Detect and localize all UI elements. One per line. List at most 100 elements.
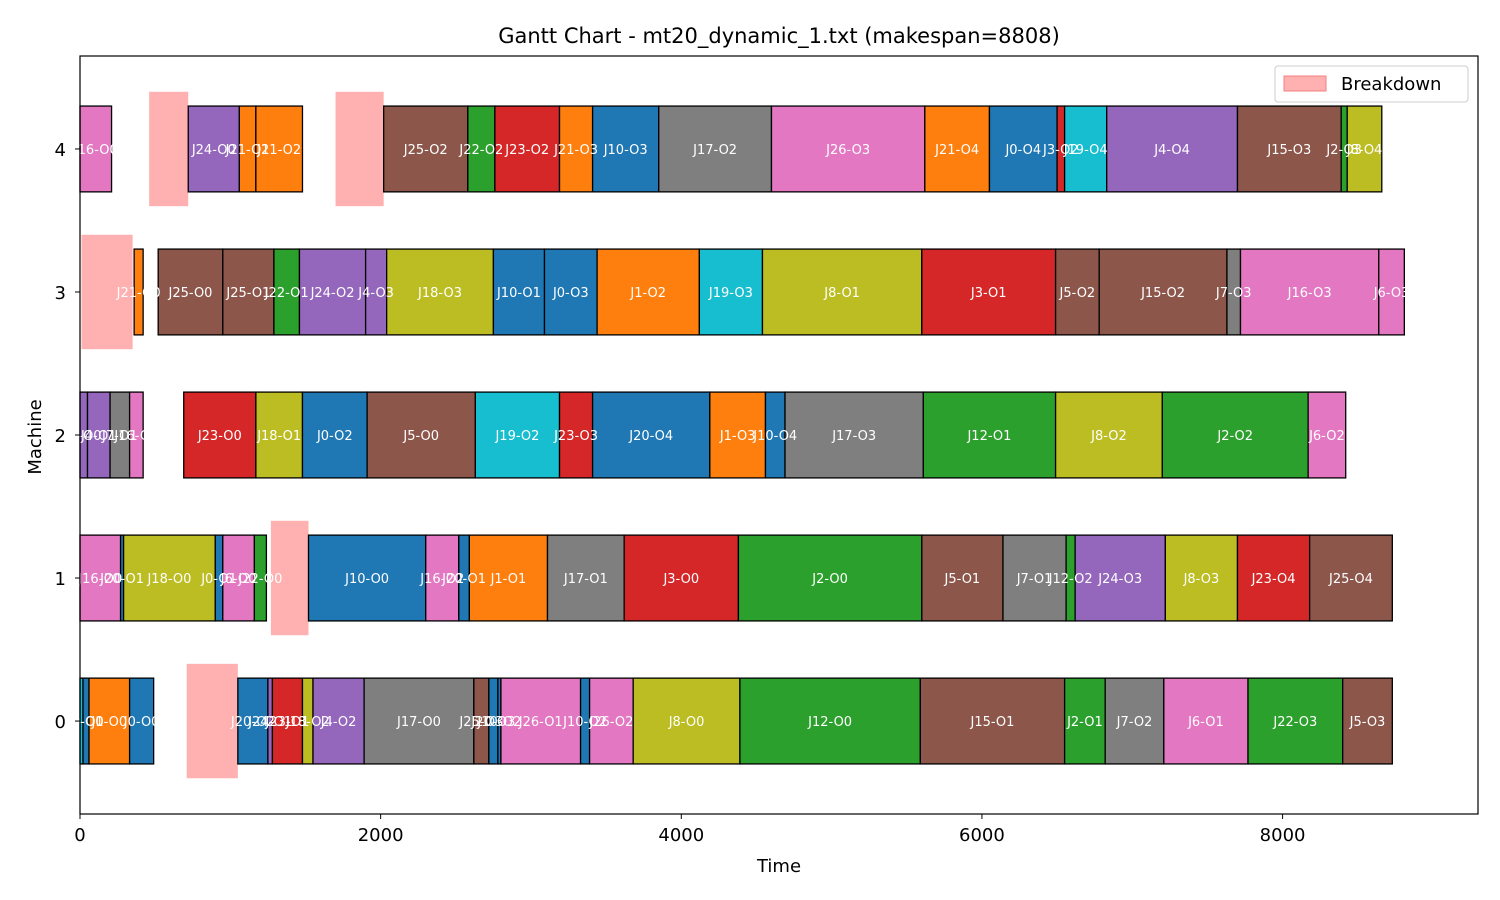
task-label: J26-O3 <box>825 143 870 158</box>
task-label: J16-O0 <box>77 572 122 587</box>
x-tick-label: 8000 <box>1260 825 1306 846</box>
task-bar <box>1236 534 1311 622</box>
task-label: J12-O1 <box>966 429 1011 444</box>
task-bar <box>237 677 269 765</box>
x-axis-label: Time <box>756 856 801 877</box>
task-label: J21-O4 <box>934 143 979 158</box>
task-bar <box>921 248 1057 336</box>
task-label: J24-O1 <box>247 715 292 730</box>
task-bar <box>1247 677 1344 765</box>
task-bar <box>128 391 144 479</box>
task-bar <box>494 105 561 193</box>
task-label: J1-O1 <box>490 572 527 587</box>
task-label: J7-O1 <box>101 429 138 444</box>
task-label: J24-O3 <box>1097 572 1142 587</box>
task-bar <box>88 677 131 765</box>
task-bar <box>312 677 365 765</box>
task-bar <box>1378 248 1405 336</box>
task-label: J7-O1 <box>1016 572 1053 587</box>
task-label: J2-O3 <box>1325 143 1362 158</box>
task-label: J23-O2 <box>504 143 549 158</box>
task-bar <box>363 677 475 765</box>
task-label: J19-O2 <box>494 429 539 444</box>
task-label: J18-O0 <box>146 572 191 587</box>
task-label: J15-O3 <box>1266 143 1311 158</box>
task-label: J20-O4 <box>628 429 673 444</box>
task-label: J18-O2 <box>285 715 330 730</box>
task-label: J21-O1 <box>225 143 270 158</box>
task-bar <box>1074 534 1166 622</box>
task-label: J26-O1 <box>518 715 563 730</box>
task-label: J5-O1 <box>944 572 981 587</box>
task-label: J20-O1 <box>99 572 144 587</box>
task-label: J16-O0 <box>73 143 118 158</box>
task-bar <box>919 677 1066 765</box>
task-label: J25-O4 <box>1328 572 1373 587</box>
task-bar <box>623 534 740 622</box>
task-label: J15-O1 <box>969 715 1014 730</box>
task-label: J24-O0 <box>191 143 236 158</box>
task-label: J21-O0 <box>116 286 161 301</box>
task-label: J21-O2 <box>256 143 301 158</box>
task-label: J0-O0 <box>67 715 104 730</box>
breakdown-bar <box>81 234 133 350</box>
task-label: J8-O2 <box>1090 429 1127 444</box>
task-label: J3-O1 <box>970 286 1007 301</box>
task-label: J6-O2 <box>1308 429 1345 444</box>
task-label: J23-O3 <box>553 429 598 444</box>
task-bar <box>1236 105 1342 193</box>
y-tick-label: 1 <box>55 569 66 590</box>
task-bar <box>255 391 304 479</box>
task-label: J20-O1 <box>441 572 486 587</box>
task-label: J10-O2 <box>476 715 521 730</box>
task-label: J7-O3 <box>1215 286 1252 301</box>
task-bar <box>1106 105 1239 193</box>
task-bar <box>273 248 301 336</box>
task-bar <box>366 391 476 479</box>
task-bar <box>1239 248 1380 336</box>
task-bar <box>1342 677 1393 765</box>
task-label: J0-O3 <box>552 286 589 301</box>
task-label: J8-O0 <box>668 715 705 730</box>
task-bar <box>425 534 460 622</box>
task-label: J25-O0 <box>168 286 213 301</box>
x-tick-label: 0 <box>74 825 85 846</box>
task-bar <box>543 248 598 336</box>
task-bar <box>1164 534 1239 622</box>
breakdown-bar <box>270 520 309 636</box>
task-bar <box>770 105 926 193</box>
x-tick-label: 4000 <box>658 825 704 846</box>
task-label: J6-O1 <box>1187 715 1224 730</box>
task-bar <box>588 677 634 765</box>
breakdown-bar <box>335 91 384 207</box>
task-label: J20-O3 <box>470 715 515 730</box>
task-bar <box>761 248 923 336</box>
task-label: J0-O1 <box>200 572 237 587</box>
task-bar <box>739 677 921 765</box>
task-label: J0-O0 <box>123 715 160 730</box>
task-bar <box>698 248 764 336</box>
task-bar <box>1098 248 1228 336</box>
task-bar <box>924 105 991 193</box>
y-tick-label: 0 <box>55 712 66 733</box>
task-label: J6-O3 <box>1373 286 1410 301</box>
task-bar <box>558 105 594 193</box>
y-tick-label: 2 <box>55 426 66 447</box>
task-label: J10-O0 <box>344 572 389 587</box>
task-label: J25-O3 <box>458 715 503 730</box>
task-label: J17-O3 <box>831 429 876 444</box>
task-label: J20-O2 <box>230 715 275 730</box>
task-label: J4-O1 <box>80 429 117 444</box>
y-tick-label: 3 <box>55 283 66 304</box>
task-label: J1-O2 <box>629 286 666 301</box>
task-bar <box>157 248 224 336</box>
task-label: J23-O1 <box>264 715 309 730</box>
task-label: J22-O1 <box>264 286 309 301</box>
task-bar <box>1063 677 1106 765</box>
task-label: J23-O0 <box>197 429 242 444</box>
task-label: J19-O0 <box>59 715 104 730</box>
y-axis-label: Machine <box>25 399 46 474</box>
task-label: J3-O2 <box>1042 143 1079 158</box>
task-label: J0-O4 <box>1004 143 1041 158</box>
